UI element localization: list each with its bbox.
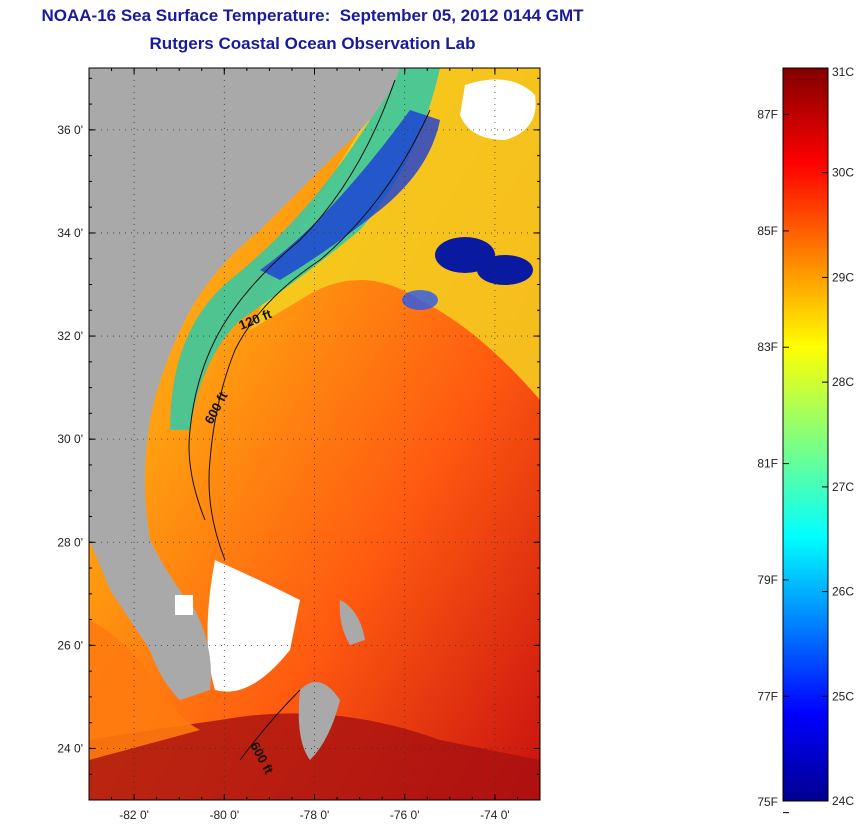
- hot-water-region: [89, 713, 540, 800]
- warm-yellow-region: [250, 68, 540, 400]
- colorbar-f-label: 81F: [757, 457, 778, 471]
- lat-tick-label: 28 0': [57, 535, 83, 549]
- gulf-water: [89, 620, 200, 760]
- colorbar-f-label: 75F: [757, 795, 778, 809]
- bahamas-island: [298, 682, 340, 760]
- cold-patch: [402, 290, 438, 310]
- lat-tick-label: 30 0': [57, 432, 83, 446]
- colorbar-c-label: 29C: [832, 270, 854, 284]
- lat-tick-label: 36 0': [57, 123, 83, 137]
- colorbar-fahrenheit-labels: 87F 85F 83F 81F 79F 77F 75F: [757, 108, 789, 814]
- contour-600ft-south: [239, 689, 301, 761]
- lon-tick-label: -74 0': [480, 808, 510, 822]
- colorbar-c-label: 28C: [832, 375, 854, 389]
- colorbar-c-label: 25C: [832, 689, 854, 703]
- colorbar-c-label: 27C: [832, 480, 854, 494]
- cold-patch: [477, 255, 533, 285]
- lat-tick-label: 24 0': [57, 741, 83, 755]
- cloud-cover: [207, 560, 300, 692]
- colorbar-f-label: 77F: [757, 689, 778, 703]
- lon-tick-label: -78 0': [300, 808, 330, 822]
- axis-ticks: 36 0' 34 0' 32 0' 30 0' 28 0' 26 0' 24 0' -82 0…: [57, 68, 541, 822]
- lat-tick-label: 32 0': [57, 329, 83, 343]
- cloud-cover: [460, 79, 536, 140]
- graticule: [89, 68, 540, 800]
- bahamas-island: [339, 600, 365, 645]
- lat-tick-label: 26 0': [57, 638, 83, 652]
- colorbar-c-label: 24C: [832, 794, 854, 808]
- colorbar-f-label: 79F: [757, 573, 778, 587]
- colorbar-f-label: 85F: [757, 224, 778, 238]
- lon-tick-label: -82 0': [119, 808, 149, 822]
- lat-tick-label: 34 0': [57, 226, 83, 240]
- colorbar-c-label: 30C: [832, 166, 854, 180]
- land-mass: [89, 68, 400, 700]
- map-subtitle: Rutgers Coastal Ocean Observation Lab: [149, 34, 476, 53]
- cloud-cover: [175, 595, 193, 615]
- colorbar-c-label: 31C: [832, 65, 854, 79]
- lon-tick-label: -80 0': [209, 808, 239, 822]
- contour-120ft: [188, 79, 396, 521]
- colorbar-f-label: 87F: [757, 108, 778, 122]
- cold-nearshore-water: [260, 110, 440, 280]
- map-title: NOAA-16 Sea Surface Temperature: Septemb…: [41, 6, 584, 25]
- colorbar-f-label: 83F: [757, 340, 778, 354]
- colorbar-c-label: 26C: [832, 585, 854, 599]
- lon-tick-label: -76 0': [390, 808, 420, 822]
- colorbar-celsius-labels: 31C 30C 29C 28C 27C 26C 25C 24C: [822, 65, 854, 808]
- colorbar-gradient: [782, 67, 829, 802]
- contour-600ft: [208, 109, 431, 561]
